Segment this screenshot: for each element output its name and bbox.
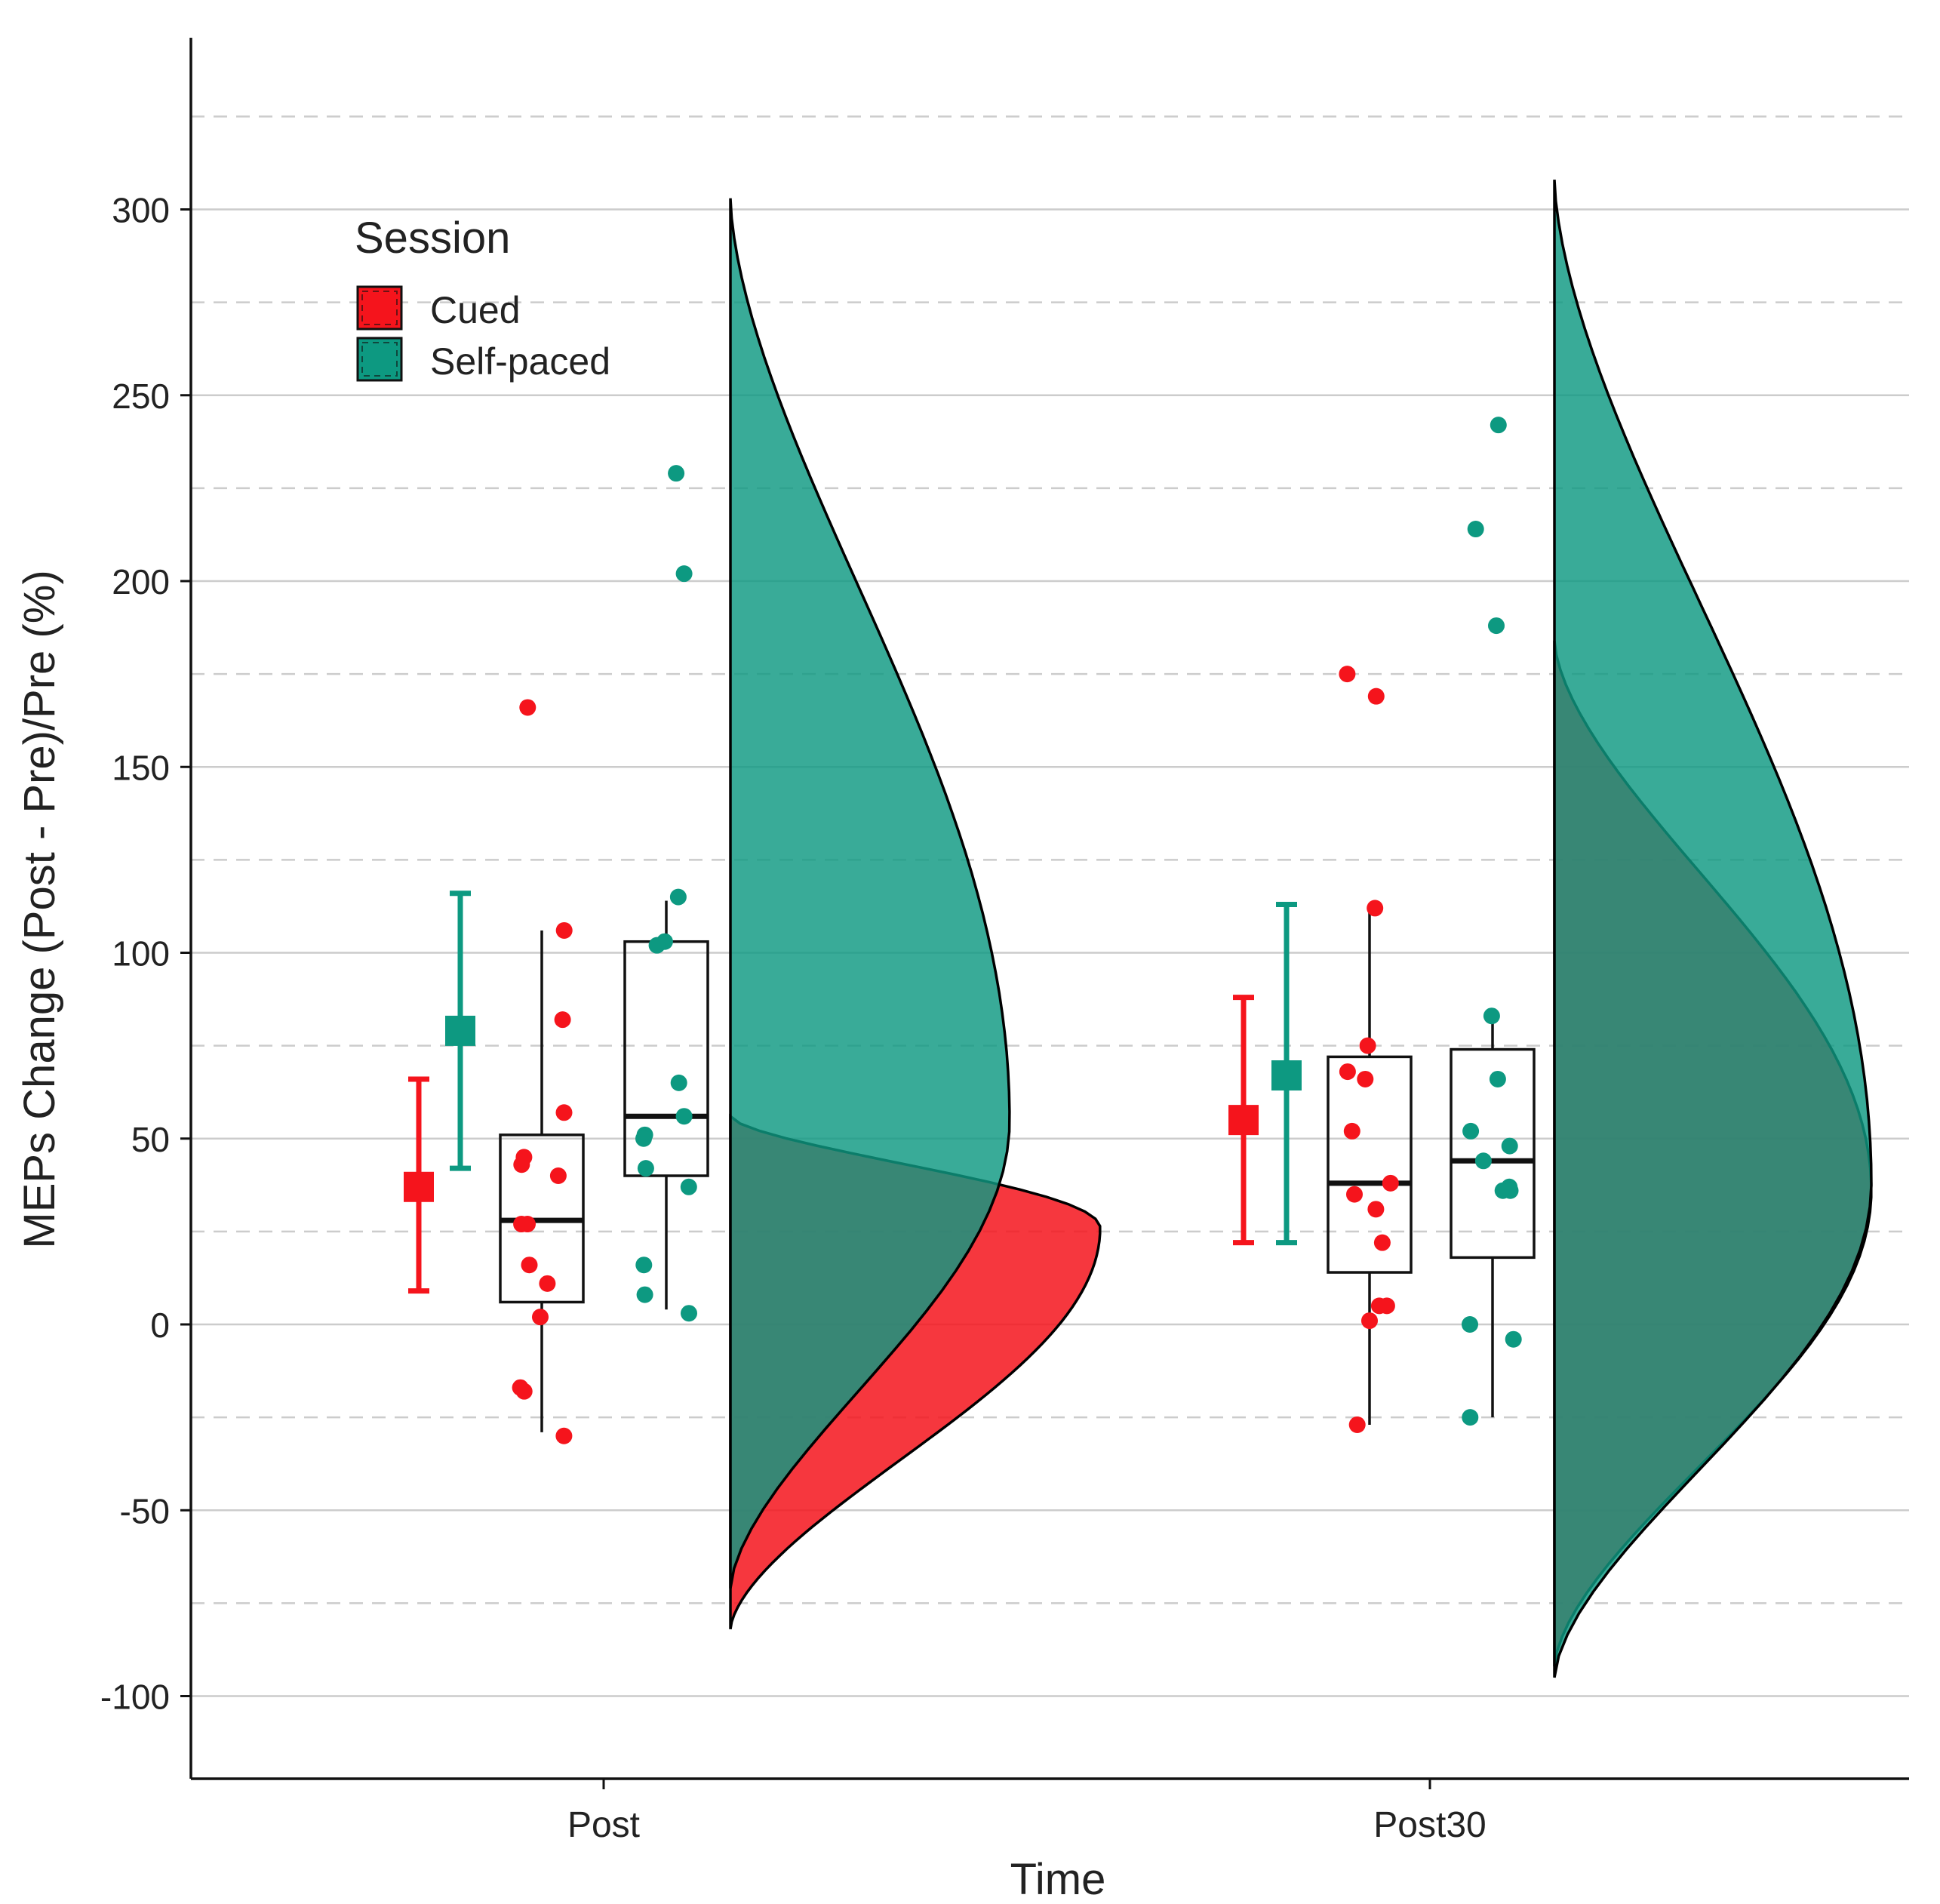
mean-ci-cued-post (404, 1076, 434, 1294)
data-point-cued (1357, 1070, 1374, 1087)
mean-ci-self-paced-post30 (1271, 901, 1302, 1246)
data-point-self-paced (1462, 1409, 1479, 1426)
data-point-cued (555, 921, 573, 939)
data-point-self-paced (1483, 1007, 1500, 1025)
legend-label-cued: Cued (430, 289, 521, 331)
data-point-self-paced (1462, 1316, 1478, 1333)
density-cloud-self-paced-post (729, 198, 1011, 1589)
data-point-cued (1348, 1416, 1366, 1433)
data-point-self-paced (1501, 1137, 1518, 1155)
data-point-self-paced (669, 888, 687, 906)
y-tick-label: 300 (112, 191, 170, 230)
y-tick-label: 150 (112, 748, 170, 787)
x-ticks: Post Post30 (567, 1779, 1487, 1845)
data-point-cued (555, 1427, 573, 1444)
data-point-self-paced (1502, 1182, 1519, 1199)
legend-item-cued: Cued (356, 285, 521, 331)
legend-key-cued (356, 285, 403, 331)
legend-key-self-paced (356, 337, 403, 382)
y-tick-label: 50 (131, 1120, 170, 1159)
data-point-cued (1373, 1234, 1391, 1251)
boxplot-self-paced-post30 (1450, 1016, 1536, 1418)
data-point-self-paced (1489, 1070, 1506, 1087)
density-clouds (729, 179, 1873, 1678)
mean-ci-self-paced-post (445, 890, 475, 1171)
mean-marker (404, 1171, 434, 1202)
data-point-cued (1339, 666, 1356, 683)
data-point-self-paced (1490, 417, 1507, 434)
legend-key-cued-dash (361, 291, 398, 325)
data-point-self-paced (636, 1286, 653, 1303)
axes (189, 38, 1909, 1780)
data-point-cued (1339, 1063, 1356, 1081)
data-point-self-paced (648, 937, 666, 954)
mean-marker (445, 1015, 475, 1046)
data-point-cued (1346, 1186, 1363, 1203)
data-point-self-paced (1505, 1330, 1522, 1348)
data-point-self-paced (1462, 1122, 1480, 1140)
y-tick-label: -100 (100, 1678, 170, 1717)
data-point-cued (521, 1257, 538, 1274)
data-point-self-paced (1467, 521, 1484, 538)
data-point-cued (532, 1309, 549, 1326)
data-point-self-paced (675, 1108, 693, 1125)
x-tick-label: Post30 (1373, 1805, 1486, 1845)
y-tick-label: 250 (112, 377, 170, 416)
data-point-cued (555, 1104, 573, 1121)
data-point-cued (519, 699, 536, 716)
mean-ci-cued-post30 (1228, 995, 1259, 1246)
data-point-self-paced (637, 1160, 654, 1177)
y-tick-label: -50 (120, 1491, 170, 1530)
data-point-cued (1382, 1174, 1399, 1192)
data-point-cued (515, 1383, 533, 1400)
y-tick-label: 0 (150, 1306, 170, 1345)
density-cloud-self-paced-post30 (1553, 179, 1873, 1678)
data-point-self-paced (1488, 617, 1505, 635)
data-point-cued (1370, 1297, 1388, 1315)
data-point-self-paced (670, 1074, 687, 1091)
data-point-cued (519, 1216, 536, 1233)
data-point-cued (1359, 1037, 1376, 1054)
boxplot-box (1327, 1055, 1413, 1274)
data-point-cued (549, 1167, 567, 1184)
x-axis-label: Time (1010, 1855, 1106, 1904)
mean-marker (1228, 1105, 1259, 1136)
data-point-cued (539, 1275, 556, 1292)
legend-item-self-paced: Self-paced (356, 337, 610, 383)
data-point-self-paced (635, 1257, 653, 1274)
y-ticks: -100 -50 0 50 100 150 200 250 300 (100, 191, 191, 1717)
data-point-self-paced (668, 465, 685, 482)
data-point-cued (1361, 1312, 1378, 1330)
data-point-cued (513, 1156, 530, 1173)
data-point-cued (1367, 1201, 1385, 1218)
data-point-self-paced (1474, 1152, 1492, 1170)
data-point-self-paced (681, 1305, 697, 1322)
data-point-self-paced (635, 1130, 652, 1147)
data-point-cued (554, 1011, 571, 1029)
legend-title: Session (355, 214, 510, 263)
y-tick-label: 100 (112, 934, 170, 974)
legend-key-self-paced-dash (361, 342, 398, 377)
data-point-self-paced (675, 565, 693, 583)
mean-ci-markers (404, 890, 1302, 1294)
y-axis-label: MEPs Change (Post - Pre)/Pre (%) (15, 570, 64, 1248)
data-point-cued (1343, 1122, 1360, 1140)
boxplots (499, 900, 1536, 1432)
mean-marker (1271, 1060, 1302, 1091)
x-tick-label: Post (567, 1805, 640, 1845)
legend: Session Cued Self-paced (355, 214, 610, 383)
data-point-cued (1367, 900, 1384, 917)
data-point-cued (1367, 687, 1385, 705)
jittered-points (512, 417, 1522, 1444)
legend-label-self-paced: Self-paced (430, 340, 610, 383)
y-tick-label: 200 (112, 562, 170, 601)
boxplot-box (1450, 1047, 1536, 1260)
data-point-self-paced (680, 1178, 697, 1195)
